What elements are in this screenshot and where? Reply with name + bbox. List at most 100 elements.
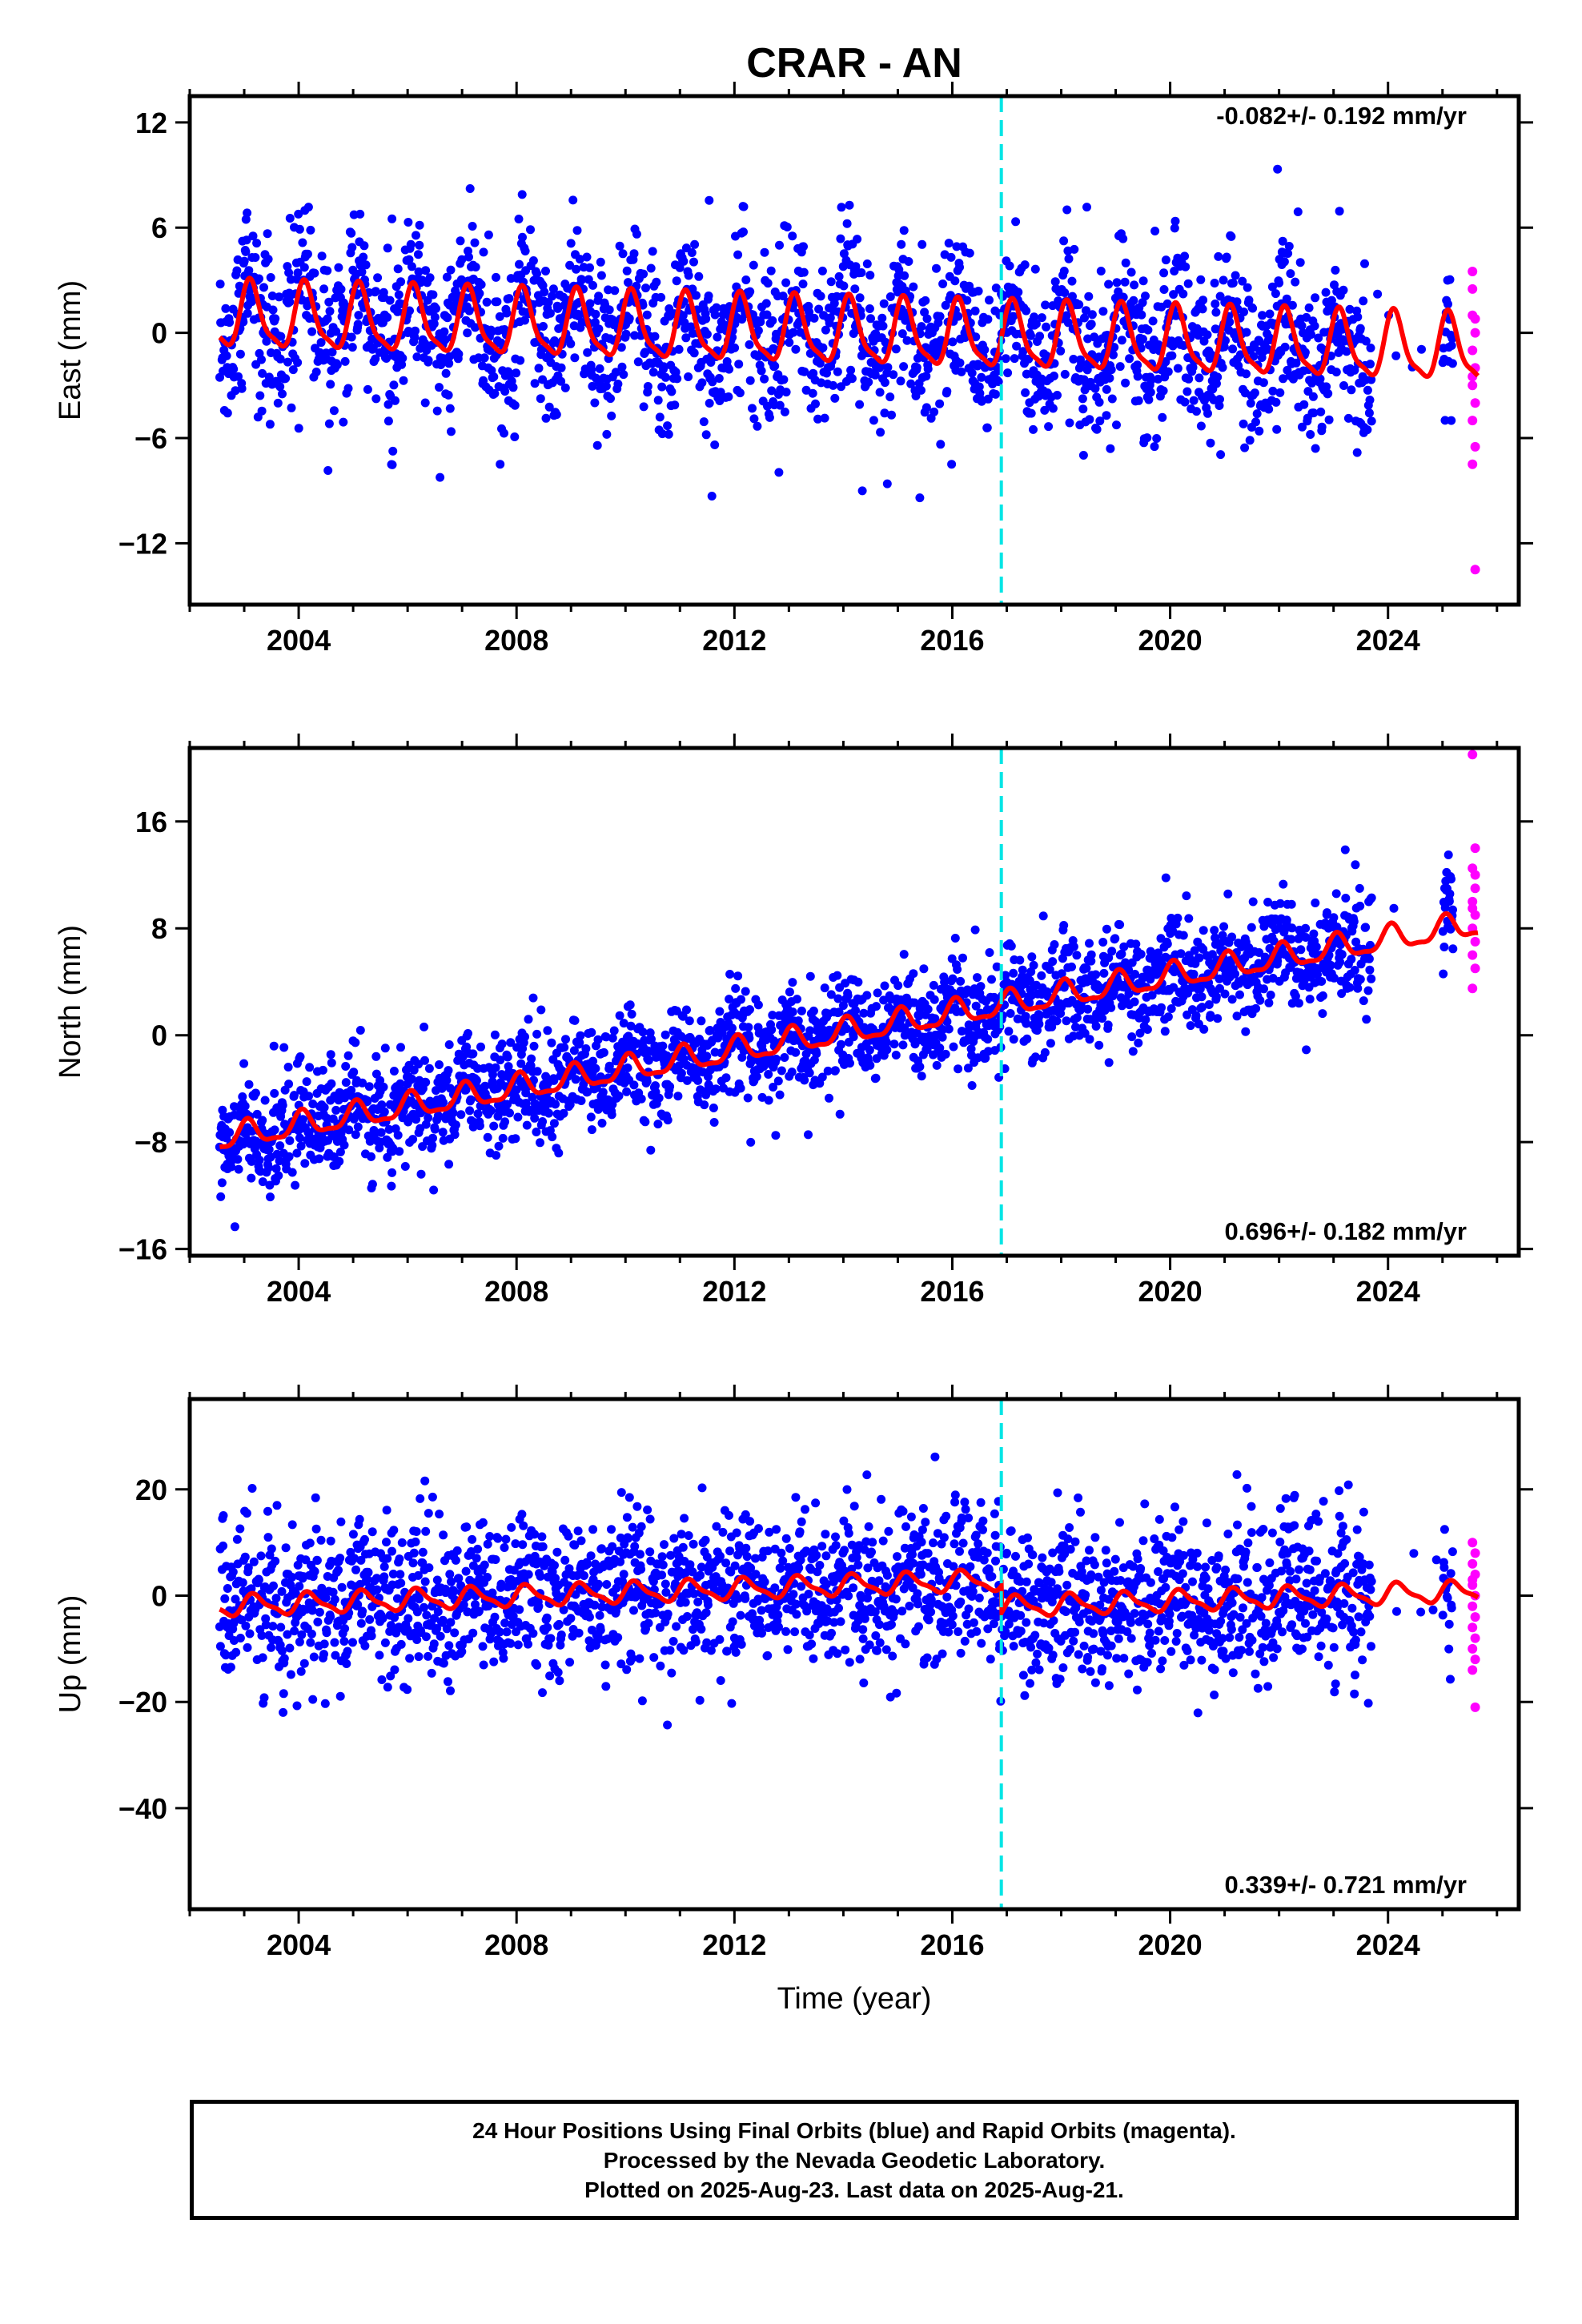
data-point xyxy=(307,1606,317,1615)
data-point xyxy=(775,1090,785,1100)
data-point xyxy=(1271,397,1281,407)
data-point xyxy=(700,1100,709,1110)
data-point xyxy=(1389,903,1399,913)
data-point xyxy=(1056,346,1066,356)
data-point xyxy=(709,1104,718,1112)
data-point xyxy=(1341,894,1351,903)
data-point xyxy=(359,252,368,262)
data-point xyxy=(587,1125,596,1135)
data-point xyxy=(917,239,927,249)
data-point xyxy=(708,377,717,387)
data-point xyxy=(327,348,337,357)
data-point xyxy=(326,380,335,389)
data-point xyxy=(520,247,530,255)
data-point xyxy=(1110,934,1120,943)
data-point xyxy=(1109,350,1118,360)
data-point xyxy=(880,408,889,418)
data-point xyxy=(735,388,745,398)
data-point xyxy=(393,1131,403,1140)
data-point xyxy=(591,1063,600,1073)
data-point xyxy=(395,1147,404,1156)
data-point xyxy=(1086,950,1096,959)
data-point xyxy=(1223,889,1233,899)
data-point xyxy=(1365,965,1375,975)
data-point xyxy=(1242,369,1251,379)
data-point xyxy=(1259,378,1268,388)
data-point xyxy=(299,1659,309,1668)
data-point xyxy=(281,374,291,384)
data-point xyxy=(215,279,225,289)
data-point xyxy=(316,338,326,348)
x-tick-label: 2008 xyxy=(484,624,548,657)
data-point xyxy=(1090,384,1100,393)
data-point xyxy=(363,1568,373,1577)
data-point xyxy=(791,344,801,354)
data-point xyxy=(590,398,600,408)
data-point xyxy=(379,1562,389,1571)
data-point xyxy=(1264,404,1274,414)
data-point xyxy=(923,364,933,374)
data-point xyxy=(1115,362,1125,372)
data-point xyxy=(737,995,745,1004)
data-point xyxy=(396,1578,406,1588)
data-point xyxy=(693,1076,703,1085)
data-point xyxy=(428,1133,437,1143)
data-point xyxy=(753,326,763,336)
data-point xyxy=(1137,310,1146,320)
data-point xyxy=(420,1022,429,1031)
rapid-point xyxy=(1470,441,1480,452)
data-point xyxy=(287,403,296,412)
data-point xyxy=(466,1095,476,1104)
data-point xyxy=(340,1624,350,1634)
data-point xyxy=(515,259,524,269)
data-point xyxy=(432,304,440,313)
data-point xyxy=(775,240,784,250)
data-point xyxy=(1306,430,1315,439)
data-point xyxy=(283,357,292,367)
data-point xyxy=(1197,992,1207,1002)
data-point xyxy=(798,279,808,289)
data-point xyxy=(973,973,982,983)
data-point xyxy=(420,398,430,408)
data-point xyxy=(259,283,268,292)
data-point xyxy=(489,1121,499,1131)
rapid-point xyxy=(1470,314,1480,324)
data-point xyxy=(1353,312,1363,322)
data-point xyxy=(295,1052,305,1061)
data-point xyxy=(223,1584,232,1593)
data-point xyxy=(258,368,267,378)
data-point xyxy=(917,322,926,332)
data-point xyxy=(311,1493,320,1502)
data-point xyxy=(950,934,960,943)
data-point xyxy=(615,1011,624,1020)
data-point xyxy=(538,1117,548,1126)
data-point xyxy=(1110,343,1119,352)
data-point xyxy=(673,1092,683,1101)
data-point xyxy=(1364,954,1374,963)
data-point xyxy=(1124,989,1134,999)
data-point xyxy=(1094,1040,1104,1050)
data-point xyxy=(1102,924,1111,934)
data-point xyxy=(739,227,748,237)
data-point xyxy=(904,257,913,266)
rapid-point xyxy=(1470,398,1480,408)
data-point xyxy=(1050,940,1059,949)
data-point xyxy=(1367,974,1376,983)
data-point xyxy=(1214,251,1223,261)
data-point xyxy=(248,231,258,241)
data-point xyxy=(1351,860,1360,870)
data-point xyxy=(659,362,669,372)
data-point xyxy=(544,1108,553,1118)
data-point xyxy=(464,1029,472,1038)
data-point xyxy=(393,307,403,316)
data-point xyxy=(334,263,343,272)
data-point xyxy=(307,1629,316,1638)
data-point xyxy=(511,1134,520,1144)
data-point xyxy=(967,368,977,378)
data-point xyxy=(1090,332,1099,342)
data-point xyxy=(594,324,604,334)
data-point xyxy=(1198,304,1207,314)
data-point xyxy=(851,1006,860,1015)
data-point xyxy=(367,1180,377,1189)
data-point xyxy=(1331,368,1341,377)
